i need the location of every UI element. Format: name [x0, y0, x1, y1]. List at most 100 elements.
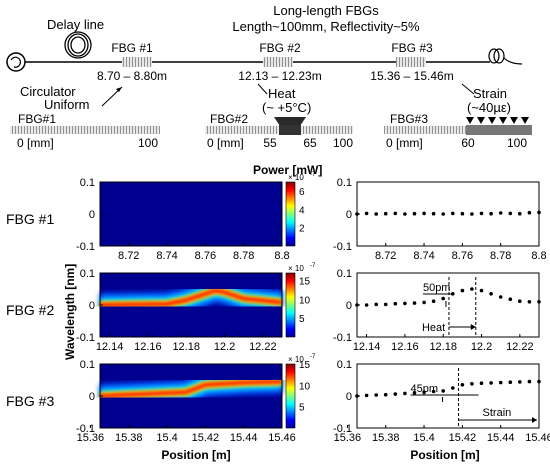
colorbar-tick-label: 6 [299, 187, 305, 198]
data-point [508, 297, 513, 302]
heatmap-xtick-label: 15.4 [156, 432, 177, 444]
heatmap-xtick-label: 12.14 [96, 341, 124, 353]
data-point [479, 211, 484, 216]
heatmap-ytick-label: 0 [89, 391, 95, 403]
scatter-xtick-label: 8.72 [375, 250, 396, 262]
strain-load-icons [466, 117, 529, 124]
data-point [518, 299, 522, 304]
colorbar [285, 181, 296, 247]
data-point [527, 300, 532, 304]
data-point [364, 393, 369, 398]
colorbar-tick-label: 2 [299, 224, 305, 235]
heatmap-xtick-label: 12.16 [134, 341, 162, 353]
fbg-1-label: FBG #1 [111, 41, 153, 55]
heatmap-ytick-label: 0 [89, 209, 95, 221]
heatmap-ytick-label: 0.1 [80, 177, 95, 189]
colorbar-exponent-power: -7 [310, 172, 316, 178]
scatter-xtick-label: 15.46 [525, 432, 550, 444]
colorbar-exponent: × 10 [288, 264, 304, 273]
data-point [489, 211, 493, 216]
fbg-3-grating [396, 57, 426, 67]
colorbar-tick-label: 10 [299, 295, 311, 306]
scatter-ytick-label: 0 [346, 209, 352, 221]
data-point [527, 210, 532, 215]
data-point [508, 211, 513, 216]
scatter-xtick-label: 12.16 [391, 341, 419, 353]
shift-annotation: 50pm [423, 282, 451, 294]
data-point [403, 212, 407, 216]
scatter-ytick-label: 0.1 [337, 268, 352, 280]
data-point [403, 301, 407, 306]
colorbar [285, 272, 296, 338]
fbg-2-grating [263, 57, 293, 67]
data-point [441, 296, 446, 301]
data-point [412, 301, 417, 305]
scatter-xtick-label: 15.4 [413, 432, 434, 444]
strained-section [466, 125, 532, 135]
colorbar-tick-label: 10 [299, 381, 311, 392]
data-point [374, 212, 379, 216]
data-point [489, 381, 493, 385]
region-arrowhead [532, 417, 537, 423]
fbg-1-tick-start: 0 [mm] [17, 136, 54, 150]
region-annotation: Heat [422, 322, 445, 334]
shifts-xlabel: Position [m] [410, 448, 479, 462]
schematic-title-line1: Long-length FBGs [273, 3, 379, 18]
heated-section [279, 125, 301, 135]
data-point [451, 211, 455, 216]
fbg-2-range: 12.13 – 12.23m [238, 69, 321, 83]
colorbar-exponent: × 10 [288, 355, 304, 364]
fbg-1-detail-name: FBG#1 [18, 112, 56, 126]
heatmap-xtick-label: 12.2 [214, 341, 235, 353]
data-point [537, 379, 541, 384]
data-point [489, 292, 493, 296]
colorbar-tick-label: 15 [299, 277, 311, 288]
fbg-1-grating [122, 57, 152, 67]
data-point [364, 211, 369, 216]
heatmap-xtick-label: 15.44 [230, 432, 258, 444]
scatter-ytick-label: 0 [346, 300, 352, 312]
fbg-detail-bars: Uniform FBG#1 0 [mm] 100 Heat (~ +5°C) F… [10, 83, 532, 150]
data-point [451, 386, 455, 390]
heatmap-ytick-label: 0 [89, 300, 95, 312]
data-point [431, 389, 436, 394]
data-point [431, 211, 436, 216]
data-point [393, 301, 398, 306]
data-point [412, 391, 417, 395]
heatmap-xtick-label: 15.42 [192, 432, 220, 444]
scatter-xtick-label: 15.38 [372, 432, 400, 444]
fbg-3-pointer-arrow [461, 83, 475, 95]
data-point [498, 380, 503, 385]
fbg-2-pointer-arrow [257, 83, 268, 95]
row-label-fbg-3: FBG #3 [6, 393, 54, 409]
delay-line-coil-icon [64, 31, 92, 59]
fbg-3-detail-bar [384, 126, 532, 134]
heatmap-ytick-label: 0.1 [80, 268, 95, 280]
circulator-arrow-icon [10, 56, 22, 68]
heatmap-ytick-label: -0.1 [76, 241, 95, 253]
scatter-xtick-label: 15.42 [449, 432, 477, 444]
data-point [518, 211, 522, 216]
data-point [393, 211, 398, 216]
data-point [422, 390, 426, 395]
data-point [527, 379, 532, 384]
data-point [470, 212, 474, 216]
data-point [355, 394, 359, 398]
region-arrowhead [470, 324, 476, 330]
data-point [364, 303, 369, 307]
scatter-xtick-label: 12.22 [506, 341, 534, 353]
data-point [498, 295, 503, 299]
fbg-1-range: 8.70 – 8.80m [97, 69, 167, 83]
data-point [355, 212, 359, 216]
heatmap-xtick-label: 12.22 [249, 341, 277, 353]
colorbar-exponent-power: -7 [310, 263, 316, 269]
schematic-title-line2: Length~100mm, Reflectivity~5% [232, 19, 420, 34]
colorbar [285, 363, 296, 429]
data-point [383, 392, 388, 397]
scatter-xtick-label: 8.78 [490, 250, 511, 262]
data-point [383, 211, 388, 216]
shift-scatter-3: 0.10-0.115.36 15.38 15.4 15.42 15.44 15.4645p… [333, 359, 550, 444]
scatter-ytick-label: -0.1 [333, 332, 352, 344]
data-point [537, 210, 541, 215]
